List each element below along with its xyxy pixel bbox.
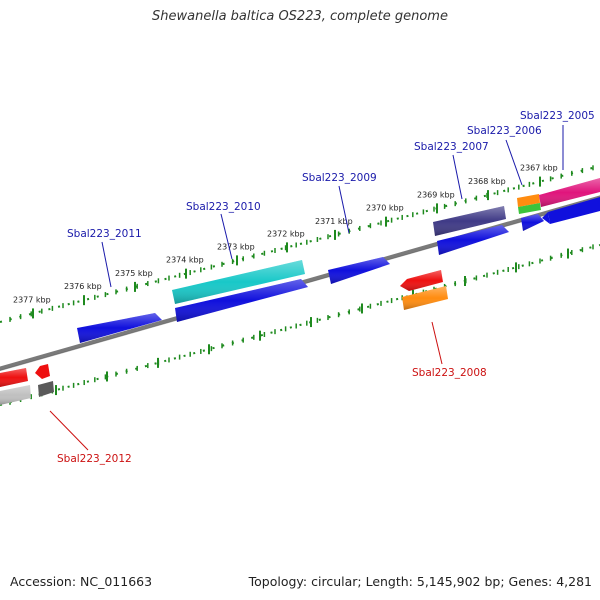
forward-genes — [77, 178, 600, 343]
label-sbal223-2005[interactable]: Sbal223_2005 — [520, 110, 595, 122]
label-sbal223-2007[interactable]: Sbal223_2007 — [414, 141, 489, 153]
ruler-label: 2370 kbp — [366, 204, 404, 213]
gene-blue-under-2007[interactable] — [437, 225, 509, 255]
gene-sbal223-2012[interactable] — [35, 364, 54, 397]
accession-text: Accession: NC_011663 — [10, 574, 153, 589]
ruler-dotted-line — [0, 244, 600, 406]
ruler-label: 2373 kbp — [217, 242, 255, 251]
ruler-label: 2369 kbp — [417, 190, 455, 199]
gene-blue-under-2005[interactable] — [542, 197, 600, 224]
label-sbal223-2009[interactable]: Sbal223_2009 — [302, 172, 377, 184]
genome-title: Shewanella baltica OS223, complete genom… — [152, 9, 448, 24]
ruler-label: 2371 kbp — [315, 217, 353, 226]
ruler-label: 2376 kbp — [64, 282, 102, 291]
gene-labels: Sbal223_2005 Sbal223_2006 Sbal223_2007 S… — [57, 110, 595, 465]
topology-text: Topology: circular; Length: 5,145,902 bp… — [248, 574, 592, 589]
outer-ruler: 2367 kbp 2368 kbp 2369 kbp 2370 kbp 2371 kbp… — [0, 164, 600, 323]
gene-blue-small-2006[interactable] — [521, 214, 544, 231]
label-sbal223-2010[interactable]: Sbal223_2010 — [186, 201, 261, 213]
reverse-genes — [0, 270, 448, 405]
label-connectors — [49, 125, 564, 451]
gene-sbal223-2011[interactable] — [77, 313, 162, 343]
label-sbal223-2011[interactable]: Sbal223_2011 — [67, 228, 142, 240]
ruler-label: 2374 kbp — [166, 256, 204, 265]
gene-sbal223-2008[interactable] — [400, 270, 443, 291]
ruler-label: 2372 kbp — [267, 229, 305, 238]
label-sbal223-2008[interactable]: Sbal223_2008 — [412, 367, 487, 379]
label-sbal223-2006[interactable]: Sbal223_2006 — [467, 125, 542, 137]
gene-sbal223-2005[interactable] — [539, 178, 600, 207]
gene-sbal223-2010[interactable] — [172, 260, 305, 304]
gene-blue-under-2010[interactable] — [175, 279, 308, 322]
ruler-label: 2377 kbp — [13, 295, 51, 304]
gene-sbal223-2009[interactable] — [328, 257, 390, 284]
ruler-dotted-line — [0, 165, 600, 323]
gene-sbal223-2006[interactable] — [517, 194, 541, 214]
gene-red-left[interactable] — [0, 368, 28, 387]
gene-sbal223-2007[interactable] — [433, 206, 506, 236]
gene-orange-2008[interactable] — [402, 286, 448, 310]
ruler-label: 2375 kbp — [115, 269, 153, 278]
ruler-label: 2367 kbp — [520, 164, 558, 173]
label-sbal223-2012[interactable]: Sbal223_2012 — [57, 453, 132, 465]
ruler-label: 2368 kbp — [468, 177, 506, 186]
gene-gray-left[interactable] — [0, 385, 31, 405]
